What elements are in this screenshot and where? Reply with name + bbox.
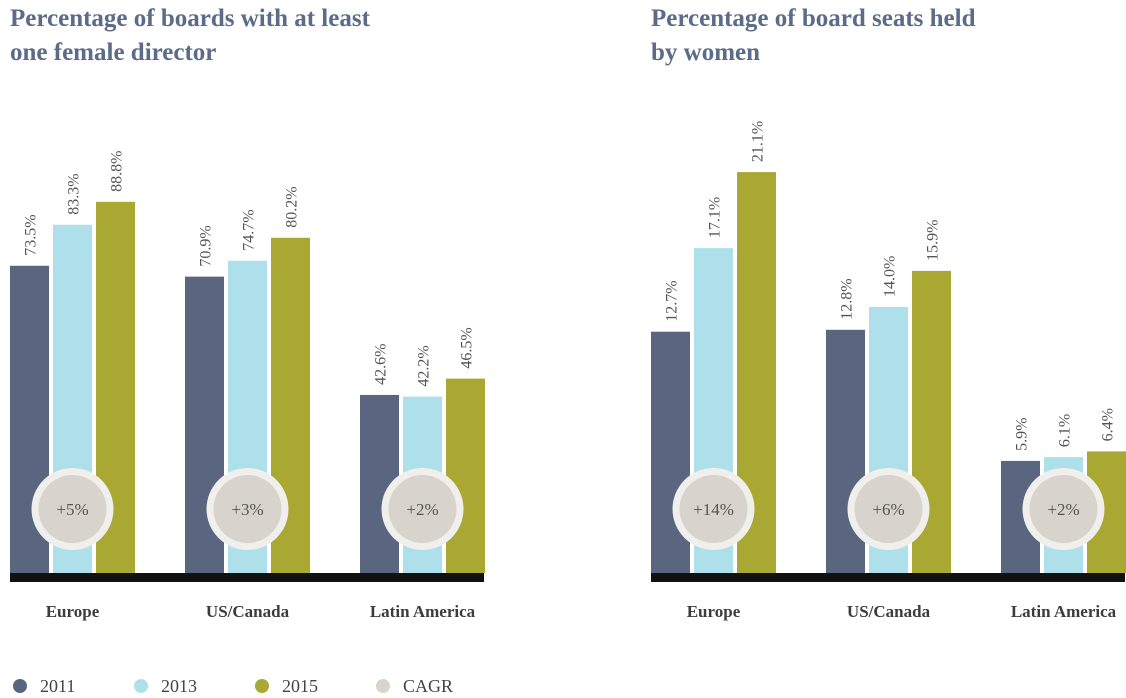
value-label: 74.7% <box>241 209 258 250</box>
chart-title: Percentage of boards with at least one f… <box>10 5 370 66</box>
legend-swatch <box>13 679 27 693</box>
x-tick-label: Europe <box>45 602 100 621</box>
value-label: 80.2% <box>284 186 301 227</box>
legend-label: 2013 <box>161 676 197 696</box>
value-label: 12.8% <box>839 278 856 319</box>
cagr-circle <box>38 475 107 543</box>
value-label: 83.3% <box>66 173 83 214</box>
chart-title: Percentage of board seats held by women <box>651 5 976 66</box>
cagr-label: +2% <box>406 500 438 519</box>
value-label: 14.0% <box>882 256 899 297</box>
cagr-circle <box>388 475 457 543</box>
x-tick-label: Latin America <box>1010 602 1117 621</box>
baseline <box>10 573 484 582</box>
value-label: 6.1% <box>1057 414 1074 447</box>
legend-label: CAGR <box>403 676 453 696</box>
cagr-label: +5% <box>56 500 88 519</box>
value-label: 88.8% <box>109 150 126 191</box>
x-tick-label: US/Canada <box>846 602 931 621</box>
legend-swatch <box>134 679 148 693</box>
cagr-label: +3% <box>231 500 263 519</box>
x-tick-label: Europe <box>686 602 741 621</box>
value-label: 73.5% <box>23 214 40 255</box>
value-label: 42.2% <box>416 345 433 386</box>
cagr-circle <box>679 475 748 543</box>
cagr-circle <box>854 475 923 543</box>
value-label: 46.5% <box>459 327 476 368</box>
value-label: 12.7% <box>664 280 681 321</box>
value-label: 5.9% <box>1014 418 1031 451</box>
cagr-label: +6% <box>872 500 904 519</box>
value-label: 17.1% <box>707 197 724 238</box>
cagr-label: +2% <box>1047 500 1079 519</box>
value-label: 21.1% <box>750 121 767 162</box>
legend-swatch <box>376 679 390 693</box>
legend-label: 2015 <box>282 676 318 696</box>
value-label: 70.9% <box>198 225 215 266</box>
cagr-circle <box>213 475 282 543</box>
x-tick-label: US/Canada <box>205 602 290 621</box>
bar <box>446 378 485 573</box>
legend-label: 2011 <box>40 676 75 696</box>
cagr-circle <box>1029 475 1098 543</box>
value-label: 6.4% <box>1100 408 1117 441</box>
x-tick-label: Latin America <box>369 602 476 621</box>
value-label: 15.9% <box>925 220 942 261</box>
baseline <box>651 573 1125 582</box>
value-label: 42.6% <box>373 344 390 385</box>
legend-swatch <box>255 679 269 693</box>
cagr-label: +14% <box>693 500 734 519</box>
